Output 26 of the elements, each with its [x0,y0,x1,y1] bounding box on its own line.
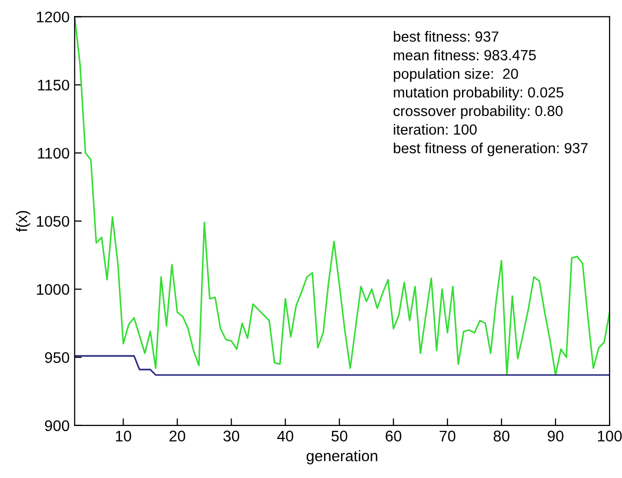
x-tick-label: 20 [170,430,186,442]
y-tick-label: 950 [45,352,70,363]
annotation: mean fitness: 983.475 [394,50,536,60]
y-axis-title: f(x) [16,210,30,232]
y-tick-label: 1000 [36,284,70,295]
annotation: best fitness of generation: 937 [394,142,588,156]
x-tick-label: 40 [277,430,294,442]
y-tick-label: 1100 [38,148,70,159]
annotation: iteration: 100 [394,124,477,135]
x-tick-label: 80 [494,430,510,442]
x-tick-label: 30 [223,430,240,442]
x-tick-label: 70 [440,430,456,442]
x-tick-label: 10 [116,430,132,442]
annotation: crossover probability: 0.80 [394,105,563,120]
x-tick-label: 50 [332,430,348,442]
y-tick-label: 1050 [36,216,70,227]
x-tick-label: 60 [386,430,402,442]
y-tick-label: 900 [45,420,70,432]
y-tick-label: 1150 [38,80,70,91]
x-tick-label: 90 [548,430,564,442]
annotation: best fitness: 937 [394,31,498,42]
y-tick-label: 1200 [36,12,70,22]
annotation: population size: 20 [394,68,518,82]
x-tick-label: 100 [598,430,622,442]
x-axis-title: generation [306,450,378,464]
annotation: mutation probability: 0.025 [394,86,564,100]
